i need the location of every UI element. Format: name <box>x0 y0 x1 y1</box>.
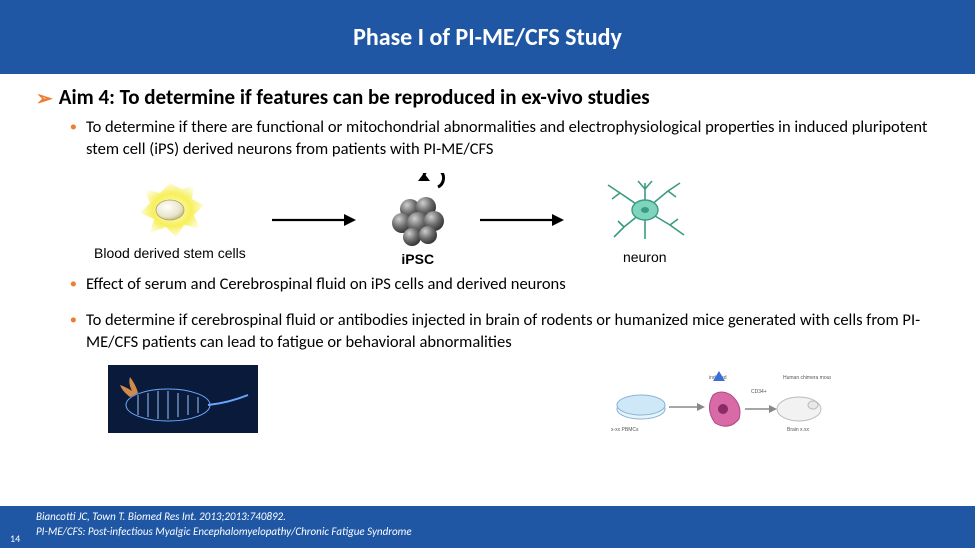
reference-1: Biancotti JC, Town T. Biomed Res Int. 20… <box>36 510 975 525</box>
arrow-2-icon <box>478 210 566 230</box>
aim-bullet-icon: ➢ <box>36 86 53 111</box>
slide-content: ➢ Aim 4: To determine if features can be… <box>0 74 975 441</box>
svg-text:CD34+: CD34+ <box>751 389 767 395</box>
arrow-1-icon <box>270 210 358 230</box>
page-number: 14 <box>10 532 20 545</box>
aim-text: Aim 4: To determine if features can be r… <box>59 84 650 110</box>
neuron-label: neuron <box>623 249 667 265</box>
slide-title: Phase I of PI-ME/CFS Study <box>353 23 622 52</box>
svg-text:Human chimera mouse: Human chimera mouse <box>783 375 831 381</box>
stem-cell-figure: Blood derived stem cells <box>94 179 246 261</box>
bullet-2: Effect of serum and Cerebrospinal fluid … <box>70 273 939 295</box>
workflow-image: x-xx PBMCs induced CD34+ Human chimera m… <box>601 365 831 441</box>
stem-cell-label: Blood derived stem cells <box>94 245 246 261</box>
ipsc-icon <box>382 173 454 247</box>
ipsc-label: iPSC <box>401 251 434 267</box>
svg-text:x-xx PBMCs: x-xx PBMCs <box>611 427 639 433</box>
bullet-list-1: To determine if there are functional or … <box>36 116 939 161</box>
aim-heading: ➢ Aim 4: To determine if features can be… <box>36 84 939 110</box>
title-bar: Phase I of PI-ME/CFS Study <box>0 0 975 74</box>
stem-cell-icon <box>130 179 210 241</box>
neuron-figure: neuron <box>590 175 700 265</box>
bullet-list-3: To determine if cerebrospinal fluid or a… <box>36 309 939 354</box>
slide: Phase I of PI-ME/CFS Study ➢ Aim 4: To d… <box>0 0 975 548</box>
footer-bar: Biancotti JC, Town T. Biomed Res Int. 20… <box>0 506 975 548</box>
svg-text:Brain x.xx: Brain x.xx <box>787 427 809 433</box>
rodent-image <box>108 365 258 433</box>
bullet-list-2: Effect of serum and Cerebrospinal fluid … <box>36 273 939 295</box>
process-diagram: Blood derived stem cells <box>36 165 939 273</box>
image-row: x-xx PBMCs induced CD34+ Human chimera m… <box>36 357 831 441</box>
reference-2: PI-ME/CFS: Post-infectious Myalgic Encep… <box>36 525 975 540</box>
bullet-3: To determine if cerebrospinal fluid or a… <box>70 309 939 354</box>
bullet-1: To determine if there are functional or … <box>70 116 939 161</box>
neuron-icon <box>590 175 700 245</box>
ipsc-figure: iPSC <box>382 173 454 267</box>
